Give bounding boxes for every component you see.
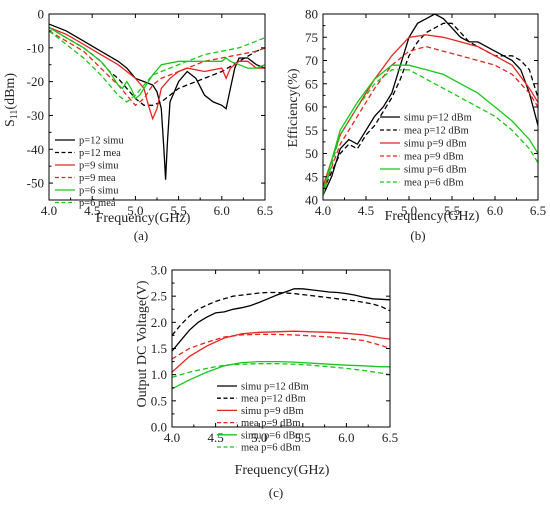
panel-b-xtick-label: 6.5 [530,203,546,218]
panel-b-ylabel: Efficiency(%) [286,68,301,147]
panel-b-series-line-1 [323,22,538,191]
panel-c-ytick-label: 2.0 [151,315,167,330]
panel-a-xtick-label: 6.5 [257,203,273,218]
panel-a-caption: (a) [134,228,148,243]
panel-b-ytick-label: 40 [305,193,318,208]
panel-c-series-line-1 [172,291,390,336]
panel-c-xtick-label: 5.0 [251,430,267,445]
panel-c-legend-label-5: mea p=6 dBm [241,443,301,454]
panel-a-legend-label-0: p=12 simu [79,136,124,147]
panel-c-series-line-5 [172,363,390,378]
panel-a-xtick-label: 4.0 [41,203,57,218]
panel-b-ytick-label: 70 [305,53,318,68]
panel-c-xtick-label: 4.0 [164,430,180,445]
panel-b-ytick-label: 55 [305,123,318,138]
panel-c-xtick-label: 5.5 [295,430,311,445]
panel-a-series-line-5 [49,30,265,103]
panel-c-series-line-2 [172,330,390,373]
panel-c-xtick-label: 4.5 [207,430,223,445]
panel-b-ytick-label: 75 [305,30,318,45]
panel-b-legend-label-5: mea p=6 dBm [404,178,464,189]
panel-c-caption: (c) [269,485,283,500]
panel-c-xtick-label: 6.0 [338,430,354,445]
panel-a-ytick-label: -50 [27,176,44,191]
panel-a-ylabel-sub: 11 [9,110,20,120]
panel-b-legend-label-4: simu p=6 dBm [404,165,467,176]
panel-b-ytick-label: 50 [305,146,318,161]
panel-b-ytick-label: 80 [305,7,318,22]
panel-b-ytick-label: 45 [305,169,318,184]
panel-a-ylabel-main: S [3,119,18,127]
panel-b-series-line-2 [323,34,538,187]
panel-b-series-line-4 [323,64,538,191]
panel-a-xlabel: Frequency(GHz) [96,211,191,226]
panel-c-ytick-label: 2.5 [151,289,167,304]
panel-a-series-line-4 [49,26,265,100]
panel-c-xlabel: Frequency(GHz) [235,463,330,478]
panel-a-series-line-1 [49,26,265,106]
panel-a-ylabel-tail: (dBm) [3,73,18,110]
panel-c-voltage-chart: (c) Frequency(GHz) Output DC Voltage(V) … [135,263,398,501]
panel-c-series-line-0 [172,288,390,352]
panel-a-xtick-label: 6.0 [214,203,230,218]
panel-c-ytick-label: 1.0 [151,367,167,382]
panel-a-ytick-label: -40 [27,142,44,157]
panel-a-series-line-2 [49,26,265,121]
panel-c-series-line-3 [172,333,390,360]
panel-b-series-line-3 [323,45,538,191]
panel-b-legend-label-2: simu p=9 dBm [404,139,467,150]
panel-b-legend-label-3: mea p=9 dBm [404,152,464,163]
panel-c-legend-label-3: mea p=9 dBm [241,418,301,429]
panel-b-xtick-label: 5.5 [444,203,460,218]
panel-c-legend-label-1: mea p=12 dBm [241,394,306,405]
panel-c-ytick-label: 0.5 [151,393,167,408]
panel-a-xtick-label: 4.5 [84,203,100,218]
panel-a-legend-label-4: p=6 simu [79,186,119,197]
panel-b-series-line-5 [323,69,538,196]
panel-a-ylabel: S11(dBm) [3,73,20,127]
panel-a-legend-label-2: p=9 simu [79,161,119,172]
panel-c-xtick-label: 6.5 [382,430,398,445]
panel-b-legend-label-1: mea p=12 dBm [404,126,469,137]
panel-c-ylabel: Output DC Voltage(V) [135,280,150,407]
panel-b-xtick-label: 4.0 [315,203,331,218]
panel-a-ytick-label: -20 [27,74,44,89]
panel-a-xtick-label: 5.0 [127,203,143,218]
panel-a-series-line-0 [49,23,265,180]
panel-a-legend-label-3: p=9 mea [79,173,116,184]
panel-b-xlabel: Frequency(GHz) [385,209,480,224]
panel-b-xtick-label: 4.5 [358,203,374,218]
panel-a-ytick-label: -10 [27,40,44,55]
panel-b-series-line-0 [323,14,538,196]
panel-a-legend-label-5: p=6 mea [79,198,116,209]
panel-b-xtick-label: 5.0 [401,203,417,218]
panel-b-xtick-label: 6.0 [487,203,503,218]
panel-b-efficiency-chart: (b) Frequency(GHz) Efficiency(%) 4.0 4.5 5… [286,7,546,244]
panel-c-ytick-label: 3.0 [151,263,167,278]
panel-a-xtick-label: 5.5 [170,203,186,218]
panel-a-series-line-3 [49,30,265,107]
panel-b-legend-label-0: simu p=12 dBm [404,113,472,124]
panel-c-legend-label-4: simu p=6 dBm [241,430,304,441]
panel-a-ytick-label: -30 [27,108,44,123]
panel-b-ytick-label: 65 [305,76,318,91]
panel-c-ytick-label: 0.0 [151,420,167,435]
panel-c-legend-label-0: simu p=12 dBm [241,382,309,393]
panel-a-s11-chart: (a) Frequency(GHz) S11(dBm) 4.0 4.5 5.0 5.5… [3,7,273,244]
panel-c-series-line-4 [172,360,390,390]
panel-b-caption: (b) [410,228,425,243]
panel-b-ytick-label: 60 [305,100,318,115]
panel-c-legend-label-2: simu p=9 dBm [241,406,304,417]
panel-a-ytick-label: 0 [38,7,45,22]
panel-a-legend-label-1: p=12 mea [79,148,121,159]
panel-c-ytick-label: 1.5 [151,341,167,356]
